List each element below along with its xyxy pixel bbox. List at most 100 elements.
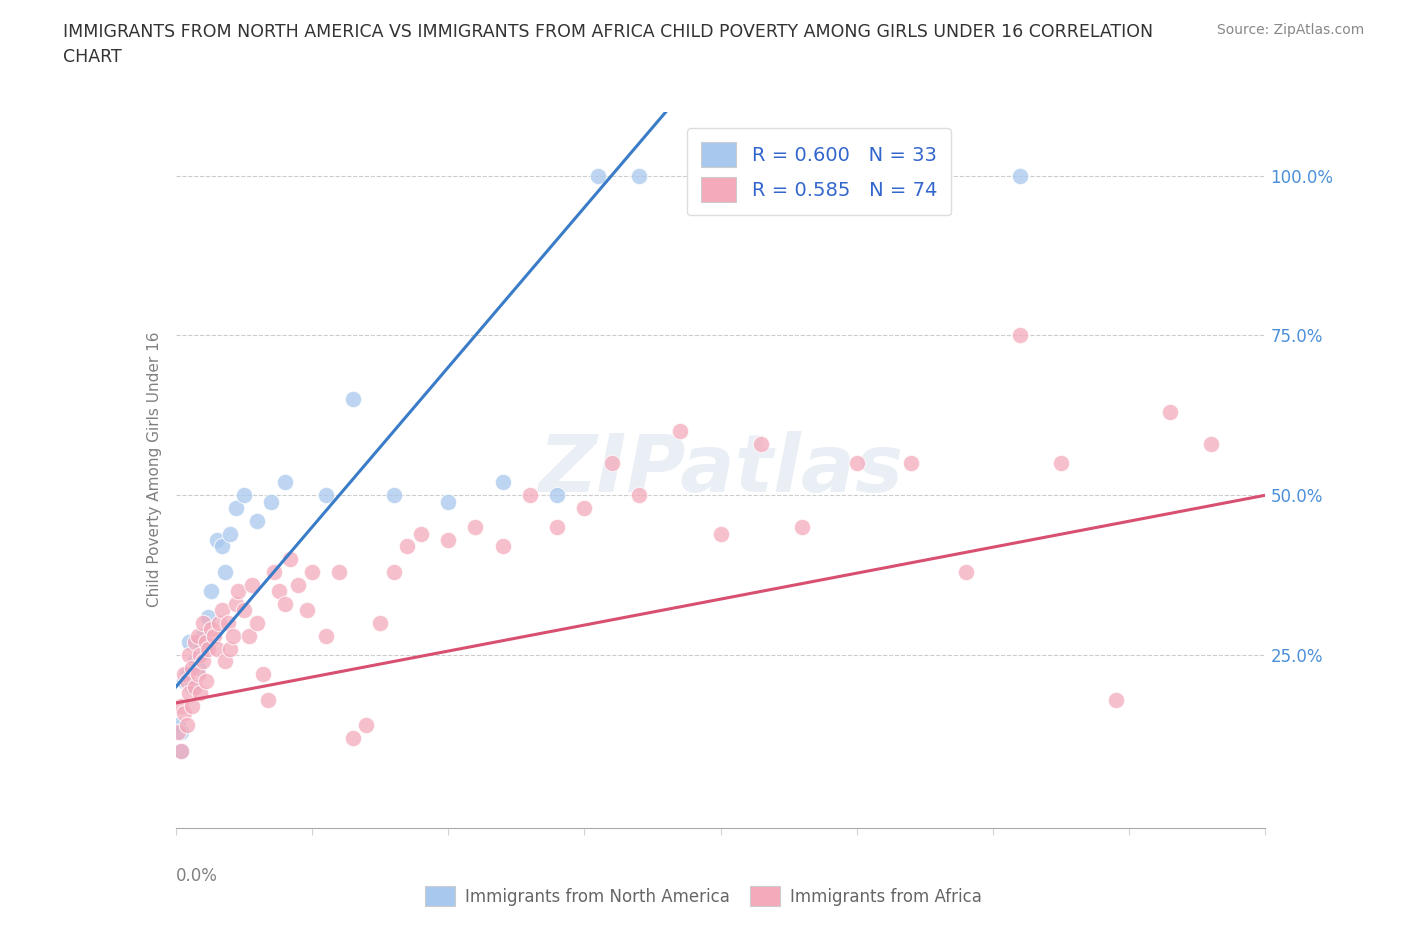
Point [1010, 168, 1032, 183]
Point [792, 520, 814, 535]
Point [205, 642, 228, 657]
Point [356, 718, 378, 733]
Point [845, 456, 868, 471]
Point [188, 686, 211, 701]
Point [200, 622, 222, 637]
Point [1104, 692, 1126, 708]
Point [214, 654, 236, 669]
Point [173, 705, 195, 720]
Point [184, 635, 207, 650]
Point [519, 487, 541, 502]
Point [328, 565, 350, 579]
Point [287, 578, 309, 592]
Point [219, 526, 242, 541]
Point [342, 392, 364, 406]
Point [176, 718, 198, 733]
Point [546, 487, 568, 502]
Legend: Immigrants from North America, Immigrants from Africa: Immigrants from North America, Immigrant… [418, 880, 988, 912]
Point [238, 629, 260, 644]
Point [1159, 405, 1181, 419]
Point [219, 642, 242, 657]
Point [246, 513, 269, 528]
Point [900, 456, 922, 471]
Point [222, 629, 245, 644]
Point [184, 654, 207, 669]
Point [437, 533, 460, 548]
Point [263, 565, 285, 579]
Point [382, 487, 405, 502]
Point [225, 500, 247, 515]
Point [928, 168, 950, 183]
Point [368, 616, 391, 631]
Point [1199, 437, 1222, 452]
Point [232, 487, 254, 502]
Point [197, 642, 219, 657]
Point [167, 718, 190, 733]
Point [301, 565, 323, 579]
Text: IMMIGRANTS FROM NORTH AMERICA VS IMMIGRANTS FROM AFRICA CHILD POVERTY AMONG GIRL: IMMIGRANTS FROM NORTH AMERICA VS IMMIGRA… [63, 23, 1153, 66]
Point [574, 500, 596, 515]
Point [627, 487, 650, 502]
Point [170, 744, 193, 759]
Point [240, 578, 263, 592]
Point [186, 660, 209, 675]
Point [181, 660, 204, 675]
Point [1050, 456, 1073, 471]
Point [668, 424, 690, 439]
Point [170, 698, 193, 713]
Point [176, 667, 198, 682]
Point [274, 475, 297, 490]
Point [194, 635, 217, 650]
Point [409, 526, 432, 541]
Point [396, 539, 419, 554]
Point [191, 629, 214, 644]
Point [269, 584, 291, 599]
Point [194, 642, 217, 657]
Point [170, 744, 193, 759]
Point [225, 596, 247, 611]
Point [600, 456, 623, 471]
Point [217, 616, 239, 631]
Point [257, 692, 280, 708]
Point [315, 629, 337, 644]
Point [1010, 328, 1032, 343]
Point [260, 494, 283, 509]
Point [342, 731, 364, 746]
Point [176, 673, 198, 688]
Point [278, 551, 301, 566]
Point [188, 642, 211, 657]
Point [173, 667, 195, 682]
Point [170, 724, 193, 739]
Point [955, 565, 977, 579]
Point [188, 647, 211, 662]
Point [627, 168, 650, 183]
Point [315, 487, 337, 502]
Point [191, 654, 214, 669]
Point [205, 533, 228, 548]
Point [179, 647, 201, 662]
Point [202, 629, 225, 644]
Point [382, 565, 405, 579]
Point [710, 526, 733, 541]
Point [173, 673, 195, 688]
Point [194, 673, 217, 688]
Point [586, 168, 609, 183]
Y-axis label: Child Poverty Among Girls Under 16: Child Poverty Among Girls Under 16 [146, 332, 162, 607]
Point [200, 584, 222, 599]
Point [186, 629, 209, 644]
Point [295, 603, 318, 618]
Point [167, 724, 190, 739]
Point [246, 616, 269, 631]
Point [208, 616, 231, 631]
Point [751, 437, 773, 452]
Point [186, 667, 209, 682]
Point [492, 539, 515, 554]
Point [197, 609, 219, 624]
Point [211, 603, 233, 618]
Point [211, 539, 233, 554]
Point [181, 698, 204, 713]
Point [252, 667, 274, 682]
Text: 0.0%: 0.0% [176, 867, 218, 885]
Point [179, 635, 201, 650]
Point [232, 603, 254, 618]
